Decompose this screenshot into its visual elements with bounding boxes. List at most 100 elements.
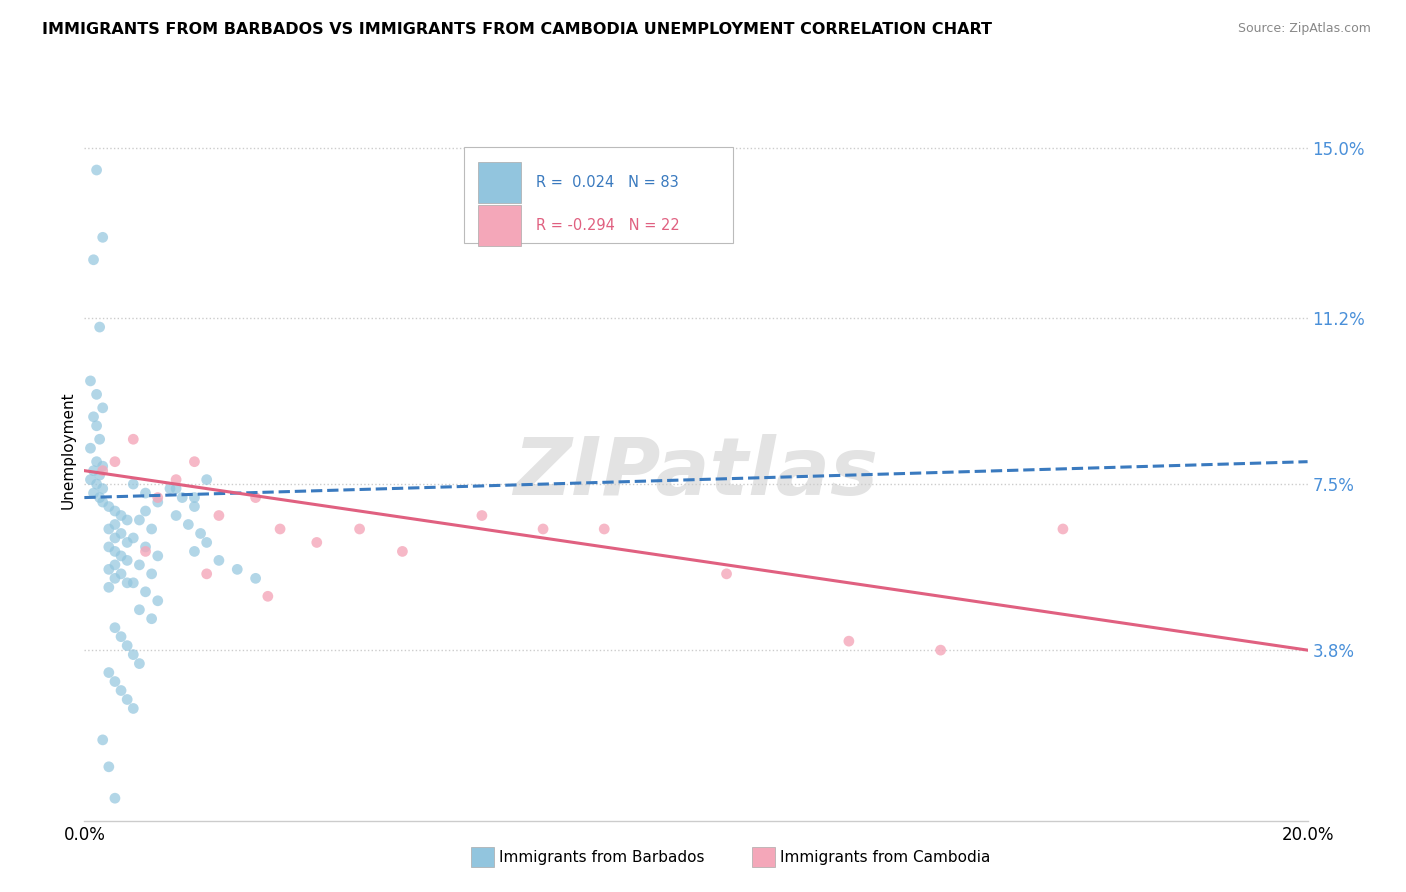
FancyBboxPatch shape — [464, 147, 733, 244]
Point — [929, 643, 952, 657]
Point — [135, 544, 157, 558]
Point — [349, 522, 371, 536]
Y-axis label: Unemployment: Unemployment — [60, 392, 76, 509]
Point — [146, 549, 169, 563]
Point — [110, 683, 132, 698]
Point — [115, 575, 138, 590]
Point — [104, 674, 127, 689]
Point — [91, 464, 114, 478]
Point — [91, 230, 114, 244]
Point — [141, 612, 163, 626]
Text: IMMIGRANTS FROM BARBADOS VS IMMIGRANTS FROM CAMBODIA UNEMPLOYMENT CORRELATION CH: IMMIGRANTS FROM BARBADOS VS IMMIGRANTS F… — [42, 22, 993, 37]
Bar — [478, 205, 522, 246]
Point — [141, 566, 163, 581]
Point — [104, 558, 127, 572]
Point — [115, 639, 138, 653]
Text: Immigrants from Cambodia: Immigrants from Cambodia — [780, 850, 991, 864]
Point — [89, 468, 111, 483]
Point — [269, 522, 291, 536]
Point — [79, 473, 101, 487]
Point — [146, 594, 169, 608]
Point — [128, 513, 150, 527]
Point — [83, 409, 105, 424]
Point — [97, 562, 120, 576]
Point — [86, 477, 108, 491]
Point — [122, 531, 145, 545]
Point — [110, 526, 132, 541]
Point — [83, 464, 105, 478]
Point — [208, 553, 231, 567]
Point — [226, 562, 249, 576]
Point — [159, 482, 181, 496]
Point — [97, 580, 120, 594]
Point — [471, 508, 494, 523]
Text: R =  0.024   N = 83: R = 0.024 N = 83 — [536, 175, 679, 190]
Point — [257, 589, 280, 603]
Point — [122, 432, 145, 446]
Point — [135, 584, 157, 599]
Point — [91, 495, 114, 509]
Point — [86, 418, 108, 433]
Point — [195, 473, 218, 487]
Point — [195, 535, 218, 549]
Point — [83, 252, 105, 267]
Text: R = -0.294   N = 22: R = -0.294 N = 22 — [536, 219, 679, 234]
Point — [89, 320, 111, 334]
Point — [110, 566, 132, 581]
Point — [86, 387, 108, 401]
Point — [83, 486, 105, 500]
Point — [208, 508, 231, 523]
Point — [165, 482, 187, 496]
Point — [104, 504, 127, 518]
Point — [97, 665, 120, 680]
Point — [89, 491, 111, 505]
Point — [190, 526, 212, 541]
Point — [305, 535, 328, 549]
Point — [183, 544, 205, 558]
Point — [110, 508, 132, 523]
Point — [104, 517, 127, 532]
Point — [91, 459, 114, 474]
Point — [146, 491, 169, 505]
Point — [165, 473, 187, 487]
Point — [593, 522, 616, 536]
Point — [172, 491, 194, 505]
Point — [115, 535, 138, 549]
Point — [97, 500, 120, 514]
Point — [97, 540, 120, 554]
Point — [838, 634, 860, 648]
Point — [115, 513, 138, 527]
Point — [79, 374, 101, 388]
Text: Immigrants from Barbados: Immigrants from Barbados — [499, 850, 704, 864]
Text: Source: ZipAtlas.com: Source: ZipAtlas.com — [1237, 22, 1371, 36]
Point — [86, 455, 108, 469]
Point — [135, 540, 157, 554]
Point — [122, 701, 145, 715]
Point — [183, 500, 205, 514]
Point — [97, 760, 120, 774]
Point — [245, 491, 267, 505]
Point — [86, 163, 108, 178]
Point — [128, 558, 150, 572]
Point — [716, 566, 738, 581]
Point — [89, 432, 111, 446]
Point — [135, 504, 157, 518]
Point — [195, 566, 218, 581]
Point — [165, 508, 187, 523]
Point — [115, 692, 138, 706]
Point — [110, 549, 132, 563]
Point — [122, 575, 145, 590]
Bar — [478, 162, 522, 202]
Point — [91, 732, 114, 747]
Point — [141, 522, 163, 536]
Point — [177, 517, 200, 532]
Point — [128, 657, 150, 671]
Point — [104, 455, 127, 469]
Point — [104, 544, 127, 558]
Point — [183, 455, 205, 469]
Point — [91, 401, 114, 415]
Point — [97, 522, 120, 536]
Point — [104, 791, 127, 805]
Text: ZIPatlas: ZIPatlas — [513, 434, 879, 512]
Point — [146, 495, 169, 509]
